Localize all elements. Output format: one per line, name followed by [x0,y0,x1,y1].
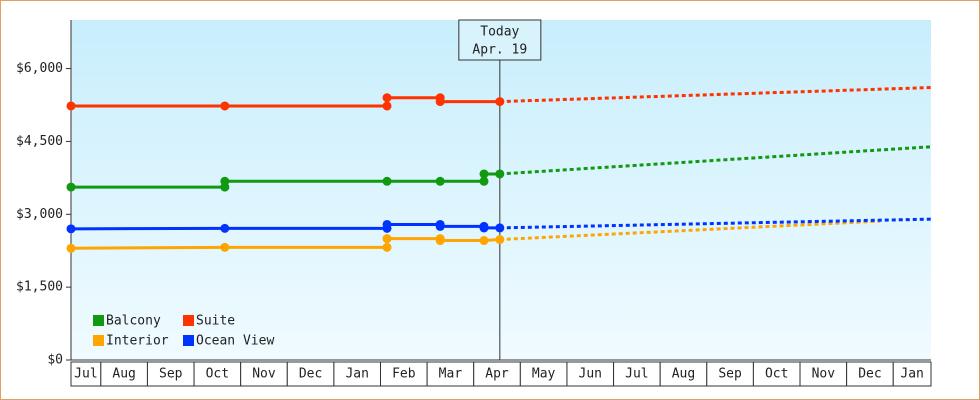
x-tick-label: Sep [159,367,183,382]
x-tick-label: Nov [812,367,836,382]
plot-area [71,20,931,360]
month-box [659,361,708,387]
y-tick-label: $4,500 [16,134,63,149]
month-box [100,361,148,387]
x-tick-label: Dec [299,367,322,382]
today-label: Today [480,25,519,40]
legend-label: Suite [196,314,235,329]
month-box [566,361,615,387]
price-point [435,221,445,231]
legend-label: Balcony [106,314,161,329]
month-box [799,361,848,387]
x-tick-label: Aug [672,367,695,382]
today-date: Apr. 19 [472,43,527,58]
price-point [435,236,445,246]
x-tick-label: Jul [74,367,97,382]
x-tick-label: Nov [252,367,276,382]
x-tick-label: Oct [206,367,229,382]
price-point [495,235,505,245]
month-box [473,361,521,387]
price-point [382,176,392,186]
price-point [495,169,505,179]
price-point [382,93,392,103]
price-point [382,242,392,252]
forecast-line [499,86,932,104]
price-point [479,223,489,233]
month-box [193,361,242,387]
x-tick-label: Jan [900,367,923,382]
legend-swatch [93,335,104,346]
forecast-line [499,217,932,230]
forecast-line [499,145,932,176]
price-point [382,219,392,229]
price-point [435,97,445,107]
x-tick-label: Dec [858,367,881,382]
price-point [66,224,76,234]
x-tick-label: May [532,367,556,382]
price-point [495,223,505,233]
legend-label: Ocean View [196,334,274,349]
price-point [220,176,230,186]
x-tick-label: Feb [392,367,416,382]
legend-swatch [183,315,194,326]
price-point [382,234,392,244]
y-tick-label: $0 [47,353,63,368]
x-tick-label: Oct [765,367,788,382]
price-point [220,242,230,252]
price-point [435,176,445,186]
legend-label: Interior [106,334,169,349]
price-point [495,97,505,107]
x-tick-label: Aug [112,367,135,382]
legend-swatch [183,335,194,346]
price-point [479,169,489,179]
x-tick-label: Sep [718,367,742,382]
price-point [479,236,489,246]
month-box [706,361,754,387]
price-point [220,223,230,233]
price-point [479,176,489,186]
y-tick-label: $1,500 [16,280,63,295]
today-box [458,19,542,61]
price-point [66,101,76,111]
x-tick-label: Jul [625,367,648,382]
price-point [220,101,230,111]
legend-swatch [93,315,104,326]
month-box [286,361,335,387]
x-tick-label: Mar [439,367,463,382]
price-point [66,182,76,192]
y-tick-label: $6,000 [16,61,63,76]
y-tick-label: $3,000 [16,207,63,222]
x-tick-label: Jun [579,367,602,382]
x-tick-label: Jan [345,367,368,382]
x-tick-label: Apr [485,367,509,382]
price-line [70,237,500,250]
month-box [892,361,932,387]
price-point [382,101,392,111]
month-box [846,361,894,387]
month-box [380,361,428,387]
price-point [66,243,76,253]
forecast-line [499,219,881,242]
